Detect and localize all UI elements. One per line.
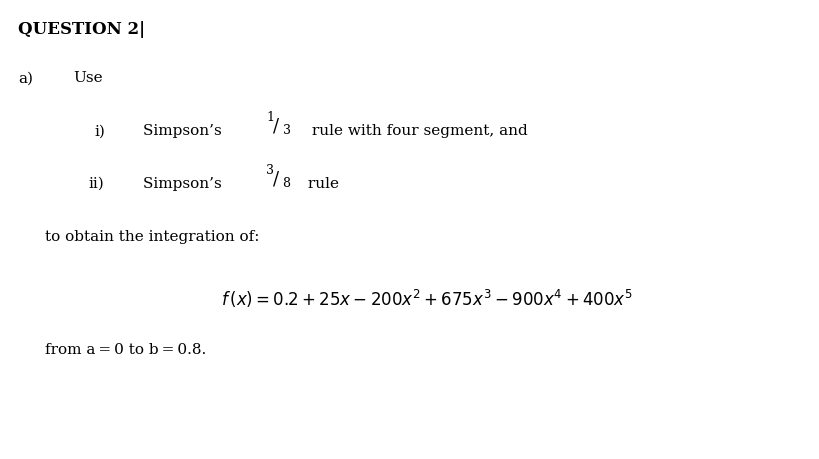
Text: 8: 8: [283, 177, 291, 190]
Text: rule: rule: [303, 177, 339, 190]
Text: /: /: [273, 170, 278, 188]
Text: QUESTION 2|: QUESTION 2|: [18, 21, 145, 38]
Text: i): i): [94, 124, 105, 138]
Text: Simpson’s: Simpson’s: [143, 177, 227, 190]
Text: from a = 0 to b = 0.8.: from a = 0 to b = 0.8.: [45, 342, 206, 356]
Text: a): a): [18, 71, 33, 85]
Text: Use: Use: [74, 71, 103, 85]
Text: 1: 1: [266, 111, 274, 124]
Text: 3: 3: [266, 164, 274, 177]
Text: rule with four segment, and: rule with four segment, and: [307, 124, 528, 138]
Text: ii): ii): [88, 177, 104, 190]
Text: $f\,(x) = 0.2 + 25x - 200x^{2} + 675x^{3} - 900x^{4} + 400x^{5}$: $f\,(x) = 0.2 + 25x - 200x^{2} + 675x^{3…: [221, 287, 633, 309]
Text: /: /: [273, 118, 278, 135]
Text: 3: 3: [283, 124, 291, 137]
Text: to obtain the integration of:: to obtain the integration of:: [45, 230, 260, 243]
Text: Simpson’s: Simpson’s: [143, 124, 227, 138]
